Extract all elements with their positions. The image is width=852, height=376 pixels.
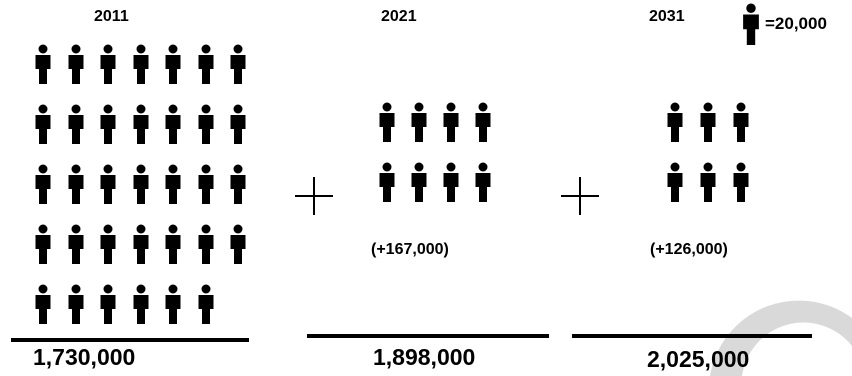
person-icon <box>133 224 148 264</box>
person-icon <box>443 102 459 142</box>
person-icon <box>198 224 213 264</box>
person-icon <box>379 102 395 142</box>
person-icon <box>165 164 181 204</box>
legend-person-icon <box>743 3 759 46</box>
baseline-2011 <box>11 338 249 342</box>
person-icon <box>35 164 51 204</box>
person-icon <box>230 104 246 144</box>
person-icon <box>700 102 716 142</box>
person-icon <box>165 44 181 84</box>
plus-icon-1 <box>295 177 333 215</box>
person-icon <box>700 162 716 202</box>
person-icon <box>198 104 213 144</box>
person-icon <box>133 44 148 84</box>
person-icon <box>68 104 83 144</box>
plus-icon-2 <box>561 177 599 215</box>
baseline-2021 <box>307 334 549 338</box>
person-icon <box>165 104 181 144</box>
total-2021: 1,898,000 <box>373 344 476 370</box>
person-icon <box>733 102 749 142</box>
increase-2021: (+167,000) <box>371 241 449 258</box>
person-icon <box>165 224 181 264</box>
icon-group-2031 <box>666 102 756 202</box>
person-icon <box>68 44 83 84</box>
icon-group-2021 <box>378 102 498 202</box>
person-icon <box>411 102 427 142</box>
year-label-2011: 2011 <box>94 8 129 25</box>
total-2031: 2,025,000 <box>647 346 750 372</box>
icon-group-2011 <box>34 44 246 344</box>
baseline-2031 <box>572 334 812 338</box>
person-icon <box>35 104 51 144</box>
increase-2031: (+126,000) <box>650 241 728 258</box>
person-icon <box>68 164 83 204</box>
person-icon <box>198 164 213 204</box>
person-icon <box>68 284 83 324</box>
person-icon <box>733 162 749 202</box>
person-icon <box>379 162 395 202</box>
person-icon <box>133 104 148 144</box>
person-icon <box>165 284 181 324</box>
person-icon <box>100 284 116 324</box>
person-icon <box>198 44 213 84</box>
person-icon <box>411 162 427 202</box>
person-icon <box>443 162 459 202</box>
person-icon <box>35 224 51 264</box>
legend: =20,000 <box>740 3 850 46</box>
person-icon <box>35 284 51 324</box>
year-label-2021: 2021 <box>381 8 417 25</box>
person-icon <box>133 164 148 204</box>
person-icon <box>475 102 491 142</box>
legend-label: =20,000 <box>765 14 827 33</box>
person-icon <box>230 164 246 204</box>
person-icon <box>230 44 246 84</box>
year-label-2031: 2031 <box>649 8 685 25</box>
person-icon <box>133 284 148 324</box>
person-icon <box>475 162 491 202</box>
person-icon <box>667 102 683 142</box>
person-icon <box>100 104 116 144</box>
total-2011: 1,730,000 <box>33 344 136 370</box>
person-icon <box>230 224 246 264</box>
person-icon <box>35 44 51 84</box>
person-icon <box>667 162 683 202</box>
person-icon <box>68 224 83 264</box>
person-icon <box>100 224 116 264</box>
person-icon <box>100 44 116 84</box>
watermark-arc <box>710 300 852 376</box>
person-icon <box>198 284 213 324</box>
person-icon <box>100 164 116 204</box>
